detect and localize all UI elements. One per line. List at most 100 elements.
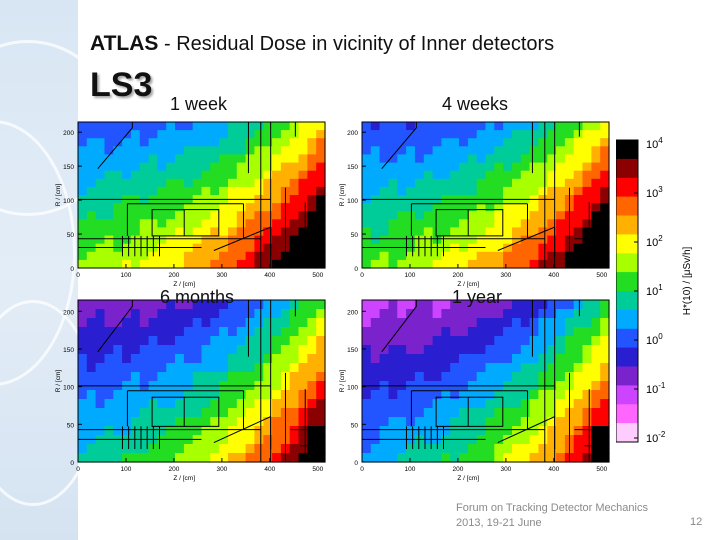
y-tick-label: 200 <box>63 130 74 137</box>
colorbar-swatch <box>616 385 638 405</box>
colorbar-swatch <box>616 366 638 386</box>
dose-heatmap-cells <box>78 300 326 463</box>
detector-outline <box>361 121 610 269</box>
colorbar-tick-label: 100 <box>646 332 663 347</box>
x-axis-label: Z / [cm] <box>457 281 479 288</box>
dose-heatmap-cells <box>362 122 610 269</box>
slide-sidebar-decoration <box>0 0 78 540</box>
x-tick-label: 400 <box>264 466 275 473</box>
plot-frame <box>361 299 610 463</box>
slide-footer: Forum on Tracking Detector Mechanics 201… <box>456 501 648 531</box>
colorbar-swatch <box>616 404 638 424</box>
colorbar-label: H*(10) / [μSv/h] <box>682 247 693 316</box>
x-tick-label: 200 <box>168 466 179 473</box>
colorbar-swatch <box>616 215 638 235</box>
y-tick-label: 100 <box>63 198 74 205</box>
y-tick-label: 50 <box>351 422 359 429</box>
y-tick-label: 100 <box>63 385 74 392</box>
colorbar-swatch <box>616 272 638 292</box>
x-tick-label: 0 <box>360 466 364 473</box>
x-tick-label: 400 <box>548 466 559 473</box>
detector-outline <box>361 299 610 463</box>
x-tick-label: 300 <box>216 272 227 279</box>
colorbar-tick-label: 102 <box>646 234 663 249</box>
y-tick-label: 100 <box>347 198 358 205</box>
y-tick-label: 150 <box>347 347 358 354</box>
y-axis-label: R / [cm] <box>339 184 346 207</box>
colorbar-swatch <box>616 140 638 160</box>
y-tick-label: 0 <box>70 460 74 467</box>
y-tick-label: 150 <box>347 164 358 171</box>
y-tick-label: 150 <box>63 164 74 171</box>
colorbar-swatch <box>616 423 638 443</box>
dose-map-1-week: 0 50 100 150 200 0 100 200 300 400 500 R / [cm] Z / … <box>55 121 326 288</box>
detector-outline <box>77 299 326 463</box>
footer-date: 2013, 19-21 June <box>456 517 542 529</box>
y-axis-label: R / [cm] <box>55 184 62 207</box>
x-tick-label: 200 <box>452 272 463 279</box>
x-tick-label: 500 <box>596 466 607 473</box>
x-tick-label: 0 <box>360 272 364 279</box>
colorbar-tick-label: 104 <box>646 136 663 151</box>
dose-map-4-weeks: 0 50 100 150 200 0 100 200 300 400 500 R / [cm] Z / … <box>339 121 610 288</box>
colorbar-tick-label: 101 <box>646 283 663 298</box>
y-tick-label: 200 <box>347 130 358 137</box>
dose-heatmap-cells <box>362 300 610 463</box>
x-tick-label: 200 <box>168 272 179 279</box>
y-tick-label: 150 <box>63 347 74 354</box>
y-tick-label: 0 <box>354 266 358 273</box>
y-tick-label: 100 <box>347 385 358 392</box>
colorbar-swatch <box>616 177 638 198</box>
colorbar-swatch <box>616 291 638 311</box>
colorbar-swatch <box>616 253 638 273</box>
dose-heatmap-cells <box>78 122 326 269</box>
x-tick-label: 500 <box>312 272 323 279</box>
dose-colorbar: 104 103 102 101 100 10-1 10-2 H*(10) / [μSv/h] <box>616 136 693 445</box>
y-axis-label: R / [cm] <box>339 370 346 393</box>
title-atlas: ATLAS <box>90 32 159 55</box>
colorbar-swatch <box>616 234 638 254</box>
colorbar-swatch <box>616 328 638 349</box>
x-tick-label: 400 <box>548 272 559 279</box>
x-tick-label: 200 <box>452 466 463 473</box>
y-tick-label: 50 <box>67 232 75 239</box>
colorbar-tick-label: 10-2 <box>646 430 666 445</box>
y-tick-label: 0 <box>354 460 358 467</box>
x-tick-label: 100 <box>121 272 132 279</box>
x-tick-label: 0 <box>76 466 80 473</box>
x-axis-label: Z / [cm] <box>173 475 195 482</box>
x-tick-label: 100 <box>121 466 132 473</box>
x-tick-label: 100 <box>405 272 416 279</box>
y-tick-label: 200 <box>63 309 74 316</box>
plot-frame <box>77 299 326 463</box>
x-tick-label: 400 <box>264 272 275 279</box>
dose-map-6-months: 0 50 100 150 200 0 100 200 300 400 500 R / [cm] Z / … <box>55 299 326 482</box>
colorbar-swatch <box>616 347 638 367</box>
x-tick-label: 100 <box>405 466 416 473</box>
footer-conference: Forum on Tracking Detector Mechanics <box>456 502 648 514</box>
dose-map-1-year: 0 50 100 150 200 0 100 200 300 400 500 R / [cm] Z / … <box>339 299 610 482</box>
x-tick-label: 500 <box>596 272 607 279</box>
y-tick-label: 0 <box>70 266 74 273</box>
x-axis-label: Z / [cm] <box>173 281 195 288</box>
map-label-1-year: 1 year <box>452 287 503 307</box>
x-tick-label: 300 <box>500 466 511 473</box>
page-number: 12 <box>690 516 703 528</box>
map-label-6-months: 6 months <box>160 287 235 307</box>
detector-outline <box>77 121 326 269</box>
colorbar-swatch <box>616 158 638 179</box>
y-tick-label: 50 <box>351 232 359 239</box>
slide-subtitle: LS3 <box>90 66 153 104</box>
plot-frame <box>361 121 610 269</box>
x-axis-label: Z / [cm] <box>457 475 479 482</box>
map-label-4-weeks: 4 weeks <box>442 94 509 114</box>
slide-title: ATLAS - Residual Dose in vicinity of Inn… <box>90 32 554 56</box>
y-tick-label: 50 <box>67 422 75 429</box>
plot-frame <box>77 121 326 269</box>
x-tick-label: 300 <box>500 272 511 279</box>
x-tick-label: 0 <box>76 272 80 279</box>
y-tick-label: 200 <box>347 309 358 316</box>
x-tick-label: 300 <box>216 466 227 473</box>
title-text: - Residual Dose in vicinity of Inner det… <box>158 33 555 55</box>
colorbar-swatch <box>616 196 638 216</box>
